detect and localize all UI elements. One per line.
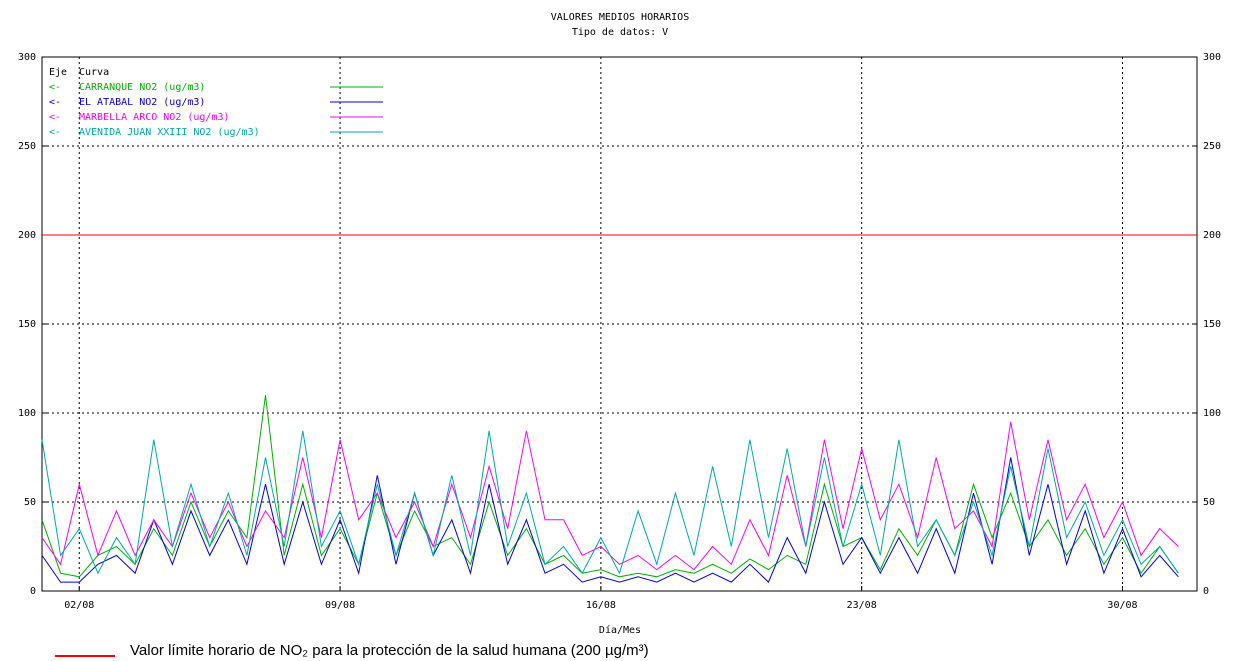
x-tick-label: 02/08	[64, 600, 94, 611]
legend-label: AVENIDA JUAN XXIII NO2 (ug/m3)	[79, 127, 260, 138]
legend-label: MARBELLA ARCO NO2 (ug/m3)	[79, 112, 230, 123]
series-line	[41, 430, 1179, 575]
y2-tick-label: 150	[1203, 319, 1221, 330]
legend-axis: <-	[49, 112, 61, 123]
y2-tick-label: 300	[1203, 52, 1221, 63]
legend-axis: <-	[49, 82, 61, 93]
y-tick-label: 300	[18, 52, 36, 63]
y2-tick-label: 0	[1203, 586, 1209, 597]
x-axis-label: Día/Mes	[599, 624, 641, 636]
legend-label: CARRANQUE NO2 (ug/m3)	[79, 82, 205, 93]
legend-header: Eje	[49, 67, 67, 78]
x-tick-label: 09/08	[325, 600, 355, 611]
y2-tick-label: 100	[1203, 408, 1221, 419]
legend-label: EL ATABAL NO2 (ug/m3)	[79, 97, 205, 108]
chart-title: VALORES MEDIOS HORARIOS	[551, 12, 689, 23]
x-tick-label: 16/08	[586, 600, 616, 611]
y-tick-label: 250	[18, 141, 36, 152]
y2-tick-label: 200	[1203, 230, 1221, 241]
y-tick-label: 150	[18, 319, 36, 330]
y-tick-label: 50	[24, 497, 36, 508]
footnote: Valor límite horario de NO₂ para la prot…	[130, 642, 649, 659]
y-tick-label: 100	[18, 408, 36, 419]
y2-tick-label: 250	[1203, 141, 1221, 152]
y-tick-label: 200	[18, 230, 36, 241]
legend-axis: <-	[49, 127, 61, 138]
series-line	[41, 395, 1179, 578]
legend-axis: <-	[49, 97, 61, 108]
chart-subtitle: Tipo de datos: V	[572, 27, 668, 38]
y-tick-label: 0	[30, 586, 36, 597]
x-tick-label: 30/08	[1107, 600, 1137, 611]
legend-header: Curva	[79, 67, 109, 78]
x-tick-label: 23/08	[847, 600, 877, 611]
y2-tick-label: 50	[1203, 497, 1215, 508]
series-line	[41, 421, 1179, 571]
series-line	[41, 457, 1179, 583]
